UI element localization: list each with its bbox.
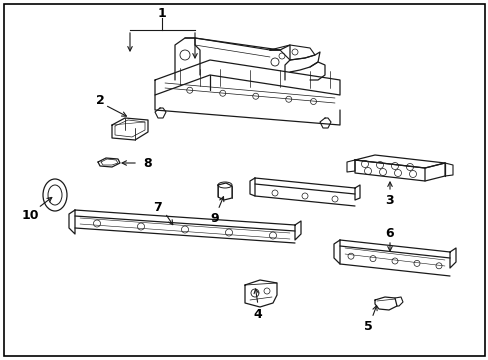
Text: 10: 10 <box>21 208 39 221</box>
Text: 5: 5 <box>363 320 372 333</box>
Text: 4: 4 <box>253 309 262 321</box>
Text: 3: 3 <box>385 194 393 207</box>
Text: 6: 6 <box>385 226 393 239</box>
Text: 1: 1 <box>157 6 166 19</box>
Text: 2: 2 <box>96 94 104 107</box>
Text: 7: 7 <box>153 201 162 213</box>
Text: 9: 9 <box>210 212 219 225</box>
Text: 8: 8 <box>143 157 152 170</box>
